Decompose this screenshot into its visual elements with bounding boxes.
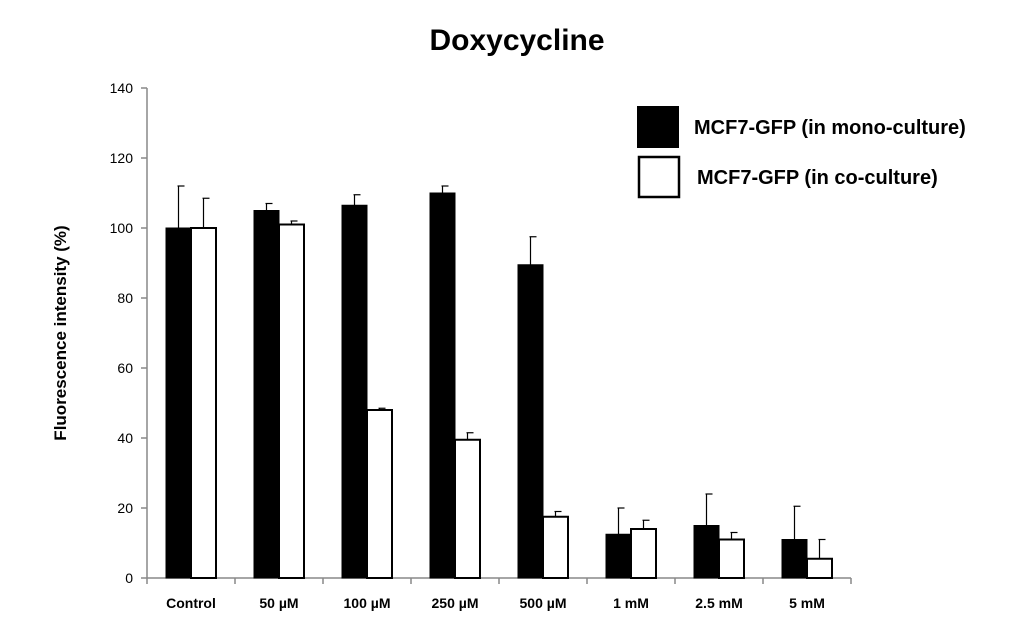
bar-co-culture-5 [630,528,657,579]
bar-mono-culture-2 [341,204,368,579]
x-tick-label: Control [166,595,216,611]
bar-co-culture-2 [366,409,393,579]
y-tick-label: 20 [117,500,133,516]
bar-co-culture-1 [278,223,305,579]
bar-mono-culture-0 [165,227,192,579]
y-tick-label: 60 [117,360,133,376]
legend-label-mono-culture: MCF7-GFP (in mono-culture) [694,117,966,139]
y-tick-label: 80 [117,290,133,306]
bar-mono-culture-1 [253,210,280,579]
legend-swatch-co-culture [637,155,681,199]
x-tick-label: 50 µM [259,595,298,611]
bars [165,185,833,579]
x-tick-label: 250 µM [432,595,479,611]
x-axis-labels: Control 50 µM 100 µM 250 µM 500 µM 1 mM 2.5 mM… [166,595,825,611]
axes [146,88,852,584]
y-tick-label: 40 [117,430,133,446]
legend-swatch-mono-culture [637,106,679,148]
bar-co-culture-7 [806,557,833,579]
y-axis-ticks: 0 20 40 60 80 100 120 140 [110,80,147,586]
bar-mono-culture-6 [693,525,720,579]
legend-label-co-culture: MCF7-GFP (in co-culture) [697,167,938,189]
x-tick-label: 1 mM [613,595,649,611]
bar-mono-culture-4 [517,264,544,579]
y-tick-label: 0 [125,570,133,586]
y-axis-label: Fluorescence intensity (%) [51,225,70,440]
bar-co-culture-6 [718,538,745,579]
x-tick-label: 5 mM [789,595,825,611]
legend: MCF7-GFP (in mono-culture) MCF7-GFP (in … [637,106,966,199]
y-tick-label: 140 [110,80,134,96]
x-tick-label: 500 µM [520,595,567,611]
y-tick-label: 120 [110,150,134,166]
bar-co-culture-3 [454,438,481,579]
bar-mono-culture-7 [781,539,808,579]
x-tick-label: 100 µM [344,595,391,611]
x-tick-label: 2.5 mM [695,595,742,611]
y-tick-label: 100 [110,220,134,236]
bar-mono-culture-5 [605,533,632,579]
chart-title: Doxycycline [429,24,604,57]
bar-co-culture-0 [190,227,217,579]
bar-mono-culture-3 [429,192,456,579]
bar-co-culture-4 [542,515,569,579]
